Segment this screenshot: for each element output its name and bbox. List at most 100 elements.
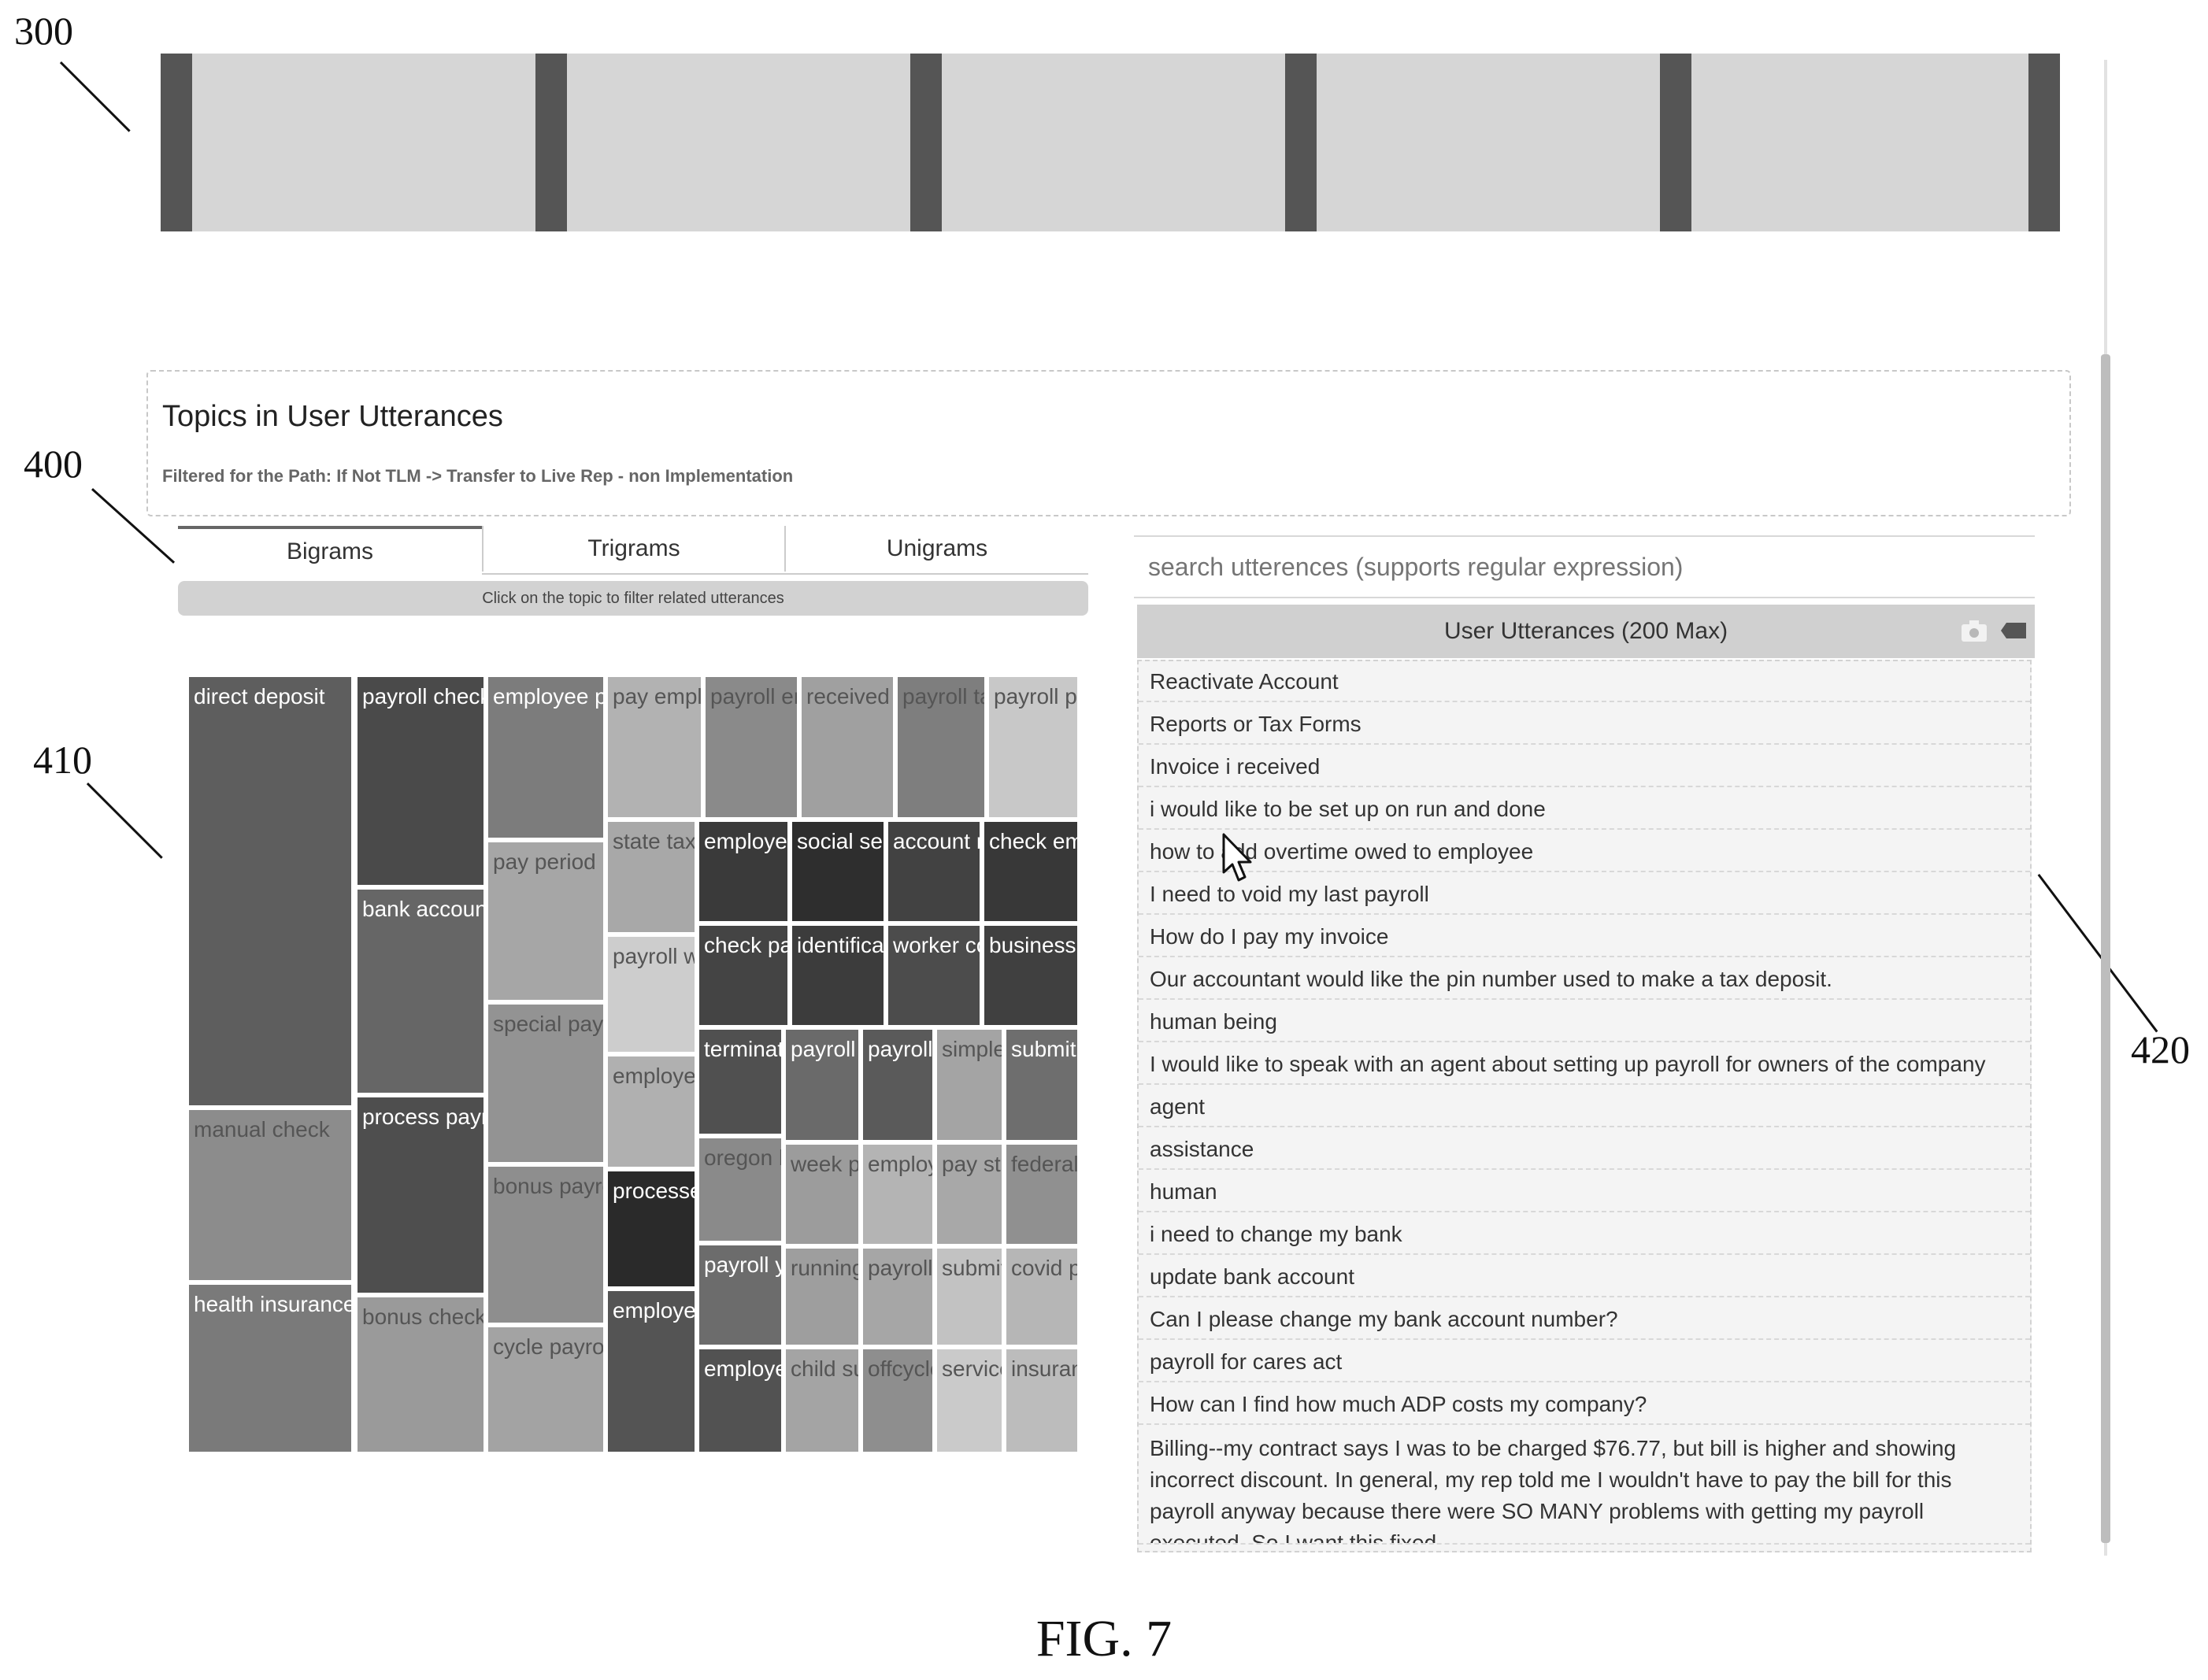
list-item[interactable]: assistance	[1139, 1129, 2030, 1170]
treemap-tile[interactable]: received e	[802, 677, 893, 817]
segment[interactable]	[1691, 54, 2035, 231]
treemap-tile[interactable]: insuranc	[1006, 1349, 1077, 1452]
leader-420	[2037, 874, 2158, 1033]
treemap-tile[interactable]: process payro	[358, 1097, 483, 1293]
tab-bigrams[interactable]: Bigrams	[178, 526, 482, 575]
leader-410	[86, 783, 163, 859]
ref-410: 410	[33, 738, 92, 782]
treemap-tile[interactable]: submit	[937, 1249, 1002, 1345]
treemap-tile[interactable]: federal	[1006, 1145, 1077, 1244]
topic-treemap: direct deposit manual check health insur…	[186, 674, 1080, 1455]
treemap-tile[interactable]: processed	[608, 1171, 695, 1286]
treemap-tile[interactable]: bonus check	[358, 1297, 483, 1452]
filter-path-subtitle: Filtered for the Path: If Not TLM -> Tra…	[162, 466, 794, 486]
treemap-tile[interactable]: covid pa	[1006, 1249, 1077, 1345]
list-item[interactable]: How can I find how much ADP costs my com…	[1139, 1384, 2030, 1425]
filter-hint: Click on the topic to filter related utt…	[178, 581, 1088, 616]
ref-400: 400	[24, 442, 83, 486]
list-item[interactable]: Billing--my contract says I was to be ch…	[1139, 1427, 2030, 1545]
list-item[interactable]: I need to void my last payroll	[1139, 874, 2030, 915]
treemap-tile[interactable]: payroll	[786, 1030, 858, 1140]
treemap-tile[interactable]: oregon b	[699, 1138, 781, 1241]
treemap-tile[interactable]: pay stub	[937, 1145, 1002, 1244]
treemap-tile[interactable]: direct deposit	[189, 677, 351, 1105]
treemap-tile[interactable]: bonus payrol	[488, 1167, 603, 1323]
segment-divider	[161, 54, 192, 231]
list-item[interactable]: Our accountant would like the pin number…	[1139, 959, 2030, 1000]
list-item[interactable]: How do I pay my invoice	[1139, 916, 2030, 957]
tab-trigrams[interactable]: Trigrams	[587, 535, 680, 561]
segment-divider	[535, 54, 567, 231]
segment[interactable]	[1317, 54, 1660, 231]
treemap-tile[interactable]: business t	[984, 926, 1077, 1025]
treemap-tile[interactable]: state tax	[608, 822, 695, 932]
treemap-tile[interactable]: employee	[699, 822, 787, 921]
treemap-tile[interactable]: social sec	[792, 822, 884, 921]
treemap-tile[interactable]: employ	[863, 1145, 932, 1244]
camera-icon[interactable]	[1961, 619, 1988, 642]
ngram-tab-bar: Bigrams Trigrams Unigrams	[178, 526, 1088, 575]
treemap-tile[interactable]: pay period	[488, 842, 603, 1000]
tag-icon[interactable]	[2000, 622, 2027, 639]
treemap-tile[interactable]: check em	[984, 822, 1077, 921]
topics-header-panel: Topics in User Utterances Filtered for t…	[146, 370, 2071, 516]
treemap-tile[interactable]: week pa	[786, 1145, 858, 1244]
treemap-tile[interactable]: cycle payroll	[488, 1327, 603, 1452]
treemap-tile[interactable]: payroll	[863, 1249, 932, 1345]
treemap-tile[interactable]: employe	[699, 1349, 781, 1452]
list-item[interactable]: Reports or Tax Forms	[1139, 704, 2030, 745]
list-item[interactable]: human being	[1139, 1001, 2030, 1042]
treemap-tile[interactable]: payroll pro	[989, 677, 1077, 817]
list-item[interactable]: Can I please change my bank account numb…	[1139, 1299, 2030, 1340]
top-segment-bar	[161, 54, 2060, 231]
utterances-header-label: User Utterances (200 Max)	[1443, 618, 1728, 644]
utterance-list: Reactivate Account Reports or Tax Forms …	[1137, 660, 2032, 1552]
treemap-tile[interactable]: payroll ta	[898, 677, 984, 817]
search-utterances-input[interactable]	[1134, 535, 2035, 598]
treemap-tile[interactable]: running	[786, 1249, 858, 1345]
treemap-tile[interactable]: account n	[888, 822, 980, 921]
treemap-tile[interactable]: health insurance	[189, 1285, 351, 1452]
page-scrollbar-thumb[interactable]	[2101, 354, 2110, 1543]
treemap-tile[interactable]: employee	[608, 1291, 695, 1452]
tab-unigrams[interactable]: Unigrams	[886, 535, 988, 561]
list-item[interactable]: human	[1139, 1171, 2030, 1212]
list-item[interactable]: agent	[1139, 1086, 2030, 1127]
treemap-tile[interactable]: employee	[608, 1056, 695, 1167]
treemap-tile[interactable]: payroll	[863, 1030, 932, 1140]
treemap-tile[interactable]: manual check	[189, 1110, 351, 1280]
list-item[interactable]: update bank account	[1139, 1256, 2030, 1297]
list-item[interactable]: i would like to be set up on run and don…	[1139, 789, 2030, 830]
treemap-tile[interactable]: payroll check	[358, 677, 483, 885]
treemap-tile[interactable]: worker co	[888, 926, 980, 1025]
segment[interactable]	[942, 54, 1285, 231]
segment-divider	[1660, 54, 1691, 231]
list-item[interactable]: Invoice i received	[1139, 746, 2030, 787]
treemap-tile[interactable]: terminat	[699, 1030, 781, 1134]
treemap-tile[interactable]: special payro	[488, 1005, 603, 1162]
treemap-tile[interactable]: child su	[786, 1349, 858, 1452]
list-item[interactable]: i need to change my bank	[1139, 1214, 2030, 1255]
treemap-tile[interactable]: offcycle	[863, 1349, 932, 1452]
treemap-tile[interactable]: bank account	[358, 890, 483, 1093]
list-item[interactable]: Reactivate Account	[1139, 661, 2030, 702]
treemap-tile[interactable]: payroll em	[706, 677, 797, 817]
treemap-tile[interactable]: identificat	[792, 926, 884, 1025]
treemap-tile[interactable]: payroll we	[608, 937, 695, 1052]
treemap-tile[interactable]: pay emplo	[608, 677, 701, 817]
list-item[interactable]: how to add overtime owed to employee	[1139, 831, 2030, 872]
ref-300: 300	[14, 9, 73, 53]
treemap-tile[interactable]: simple i	[937, 1030, 1002, 1140]
page-title: Topics in User Utterances	[162, 400, 503, 433]
treemap-tile[interactable]: service	[937, 1349, 1002, 1452]
treemap-tile[interactable]: check pay	[699, 926, 787, 1025]
treemap-tile[interactable]: employee pa	[488, 677, 603, 838]
list-item[interactable]: payroll for cares act	[1139, 1341, 2030, 1382]
list-item[interactable]: I would like to speak with an agent abou…	[1139, 1044, 2030, 1085]
segment-divider	[2028, 54, 2060, 231]
treemap-tile[interactable]: submit	[1006, 1030, 1077, 1140]
ref-420: 420	[2131, 1027, 2190, 1071]
treemap-tile[interactable]: payroll y	[699, 1245, 781, 1345]
segment[interactable]	[567, 54, 910, 231]
segment[interactable]	[192, 54, 535, 231]
